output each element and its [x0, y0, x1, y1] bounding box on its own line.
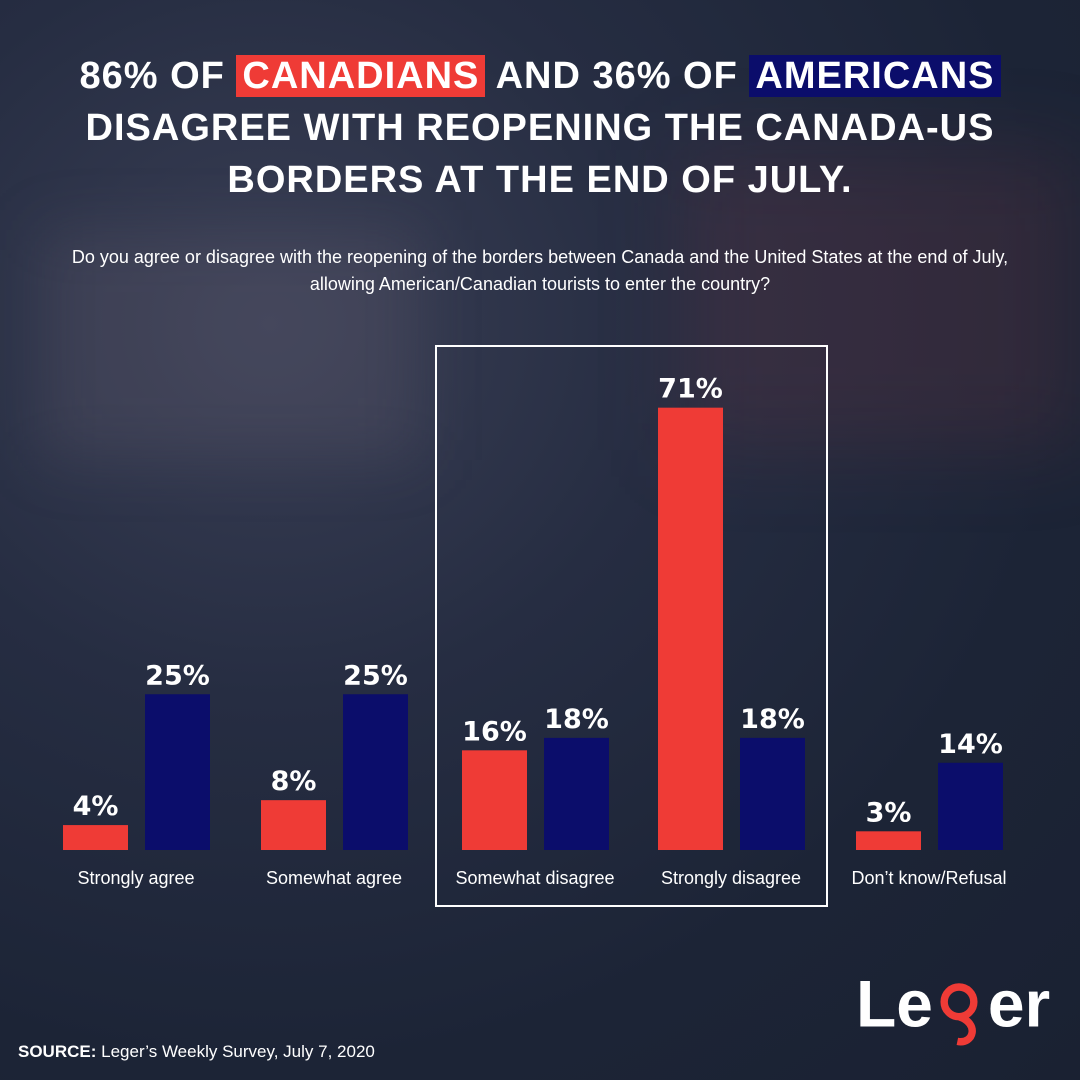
headline-highlight-americans: AMERICANS — [749, 55, 1001, 97]
survey-question: Do you agree or disagree with the reopen… — [71, 247, 1009, 294]
headline-line-2: DISAGREE WITH REOPENING THE CANADA-US — [85, 107, 995, 149]
bar — [462, 750, 527, 850]
logo-letters-le: Le — [856, 967, 933, 1041]
bar — [343, 694, 408, 850]
headline-text: 86% OF — [79, 55, 225, 97]
data-label: 3% — [866, 797, 912, 828]
source-note: SOURCE: Leger’s Weekly Survey, July 7, 2… — [18, 1042, 375, 1062]
source-text: Leger’s Weekly Survey, July 7, 2020 — [101, 1042, 375, 1061]
bar — [544, 737, 609, 850]
headline: 86% OF CANADIANS AND 36% OF AMERICANS DI… — [0, 50, 1080, 206]
background-flag-usa — [40, 230, 420, 460]
data-label: 71% — [658, 374, 723, 405]
bar — [856, 831, 921, 850]
headline-text: AND 36% OF — [495, 55, 738, 97]
data-label: 25% — [145, 660, 210, 691]
data-label: 18% — [740, 704, 805, 735]
category-label: Somewhat disagree — [455, 868, 614, 888]
data-label: 8% — [271, 766, 317, 797]
data-label: 16% — [462, 716, 527, 747]
headline-highlight-canadians: CANADIANS — [236, 55, 486, 97]
data-label: 4% — [73, 791, 119, 822]
bar — [938, 762, 1003, 850]
logo-g-mark — [940, 983, 978, 1046]
data-label: 18% — [544, 704, 609, 735]
data-label: 14% — [938, 729, 1003, 760]
bar — [145, 694, 210, 850]
category-label: Don’t know/Refusal — [851, 868, 1006, 888]
disagree-highlight-box — [435, 345, 828, 907]
background-flag-canada — [680, 150, 1080, 450]
source-label: SOURCE: — [18, 1042, 97, 1061]
bar — [63, 825, 128, 850]
category-label: Somewhat agree — [266, 868, 402, 888]
leger-logo: Le er — [856, 967, 1050, 1046]
category-label: Strongly disagree — [661, 868, 801, 888]
category-label: Strongly agree — [77, 868, 194, 888]
data-label: 25% — [343, 660, 408, 691]
headline-line-3: BORDERS AT THE END OF JULY. — [227, 159, 853, 201]
bar — [658, 407, 723, 850]
bar — [261, 800, 326, 850]
bar — [740, 737, 805, 850]
logo-letters-er: er — [988, 967, 1050, 1041]
